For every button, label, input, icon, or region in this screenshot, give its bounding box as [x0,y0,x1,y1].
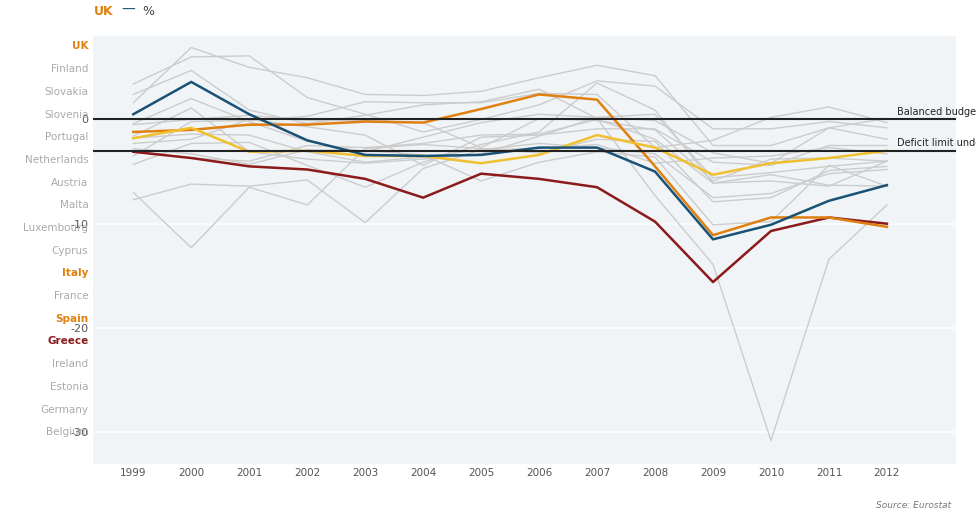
Text: France: France [54,291,89,301]
Text: Source: Eurostat: Source: Eurostat [876,501,952,510]
Text: Cyprus: Cyprus [52,246,89,255]
Text: —: — [121,3,135,17]
Text: Germany: Germany [40,404,89,415]
Text: Belgium: Belgium [46,427,89,437]
Text: Italy: Italy [62,268,89,279]
Text: Balanced budget: Balanced budget [897,107,976,117]
Text: Slovakia: Slovakia [44,87,89,97]
Text: %: % [142,5,154,18]
Text: UK: UK [72,42,89,52]
Text: Portugal: Portugal [45,132,89,142]
Text: Malta: Malta [60,200,89,210]
Text: Luxembourg: Luxembourg [23,223,89,233]
Text: Estonia: Estonia [50,382,89,392]
Text: Ireland: Ireland [53,359,89,369]
Text: Deficit limit under Maastricht Treaty: Deficit limit under Maastricht Treaty [897,138,976,148]
Text: Finland: Finland [51,64,89,74]
Text: Slovenia: Slovenia [44,110,89,119]
Text: Greece: Greece [47,336,89,347]
Text: Austria: Austria [52,178,89,187]
Text: Netherlands: Netherlands [24,155,89,165]
Text: Spain: Spain [56,314,89,324]
Text: UK: UK [94,5,113,18]
